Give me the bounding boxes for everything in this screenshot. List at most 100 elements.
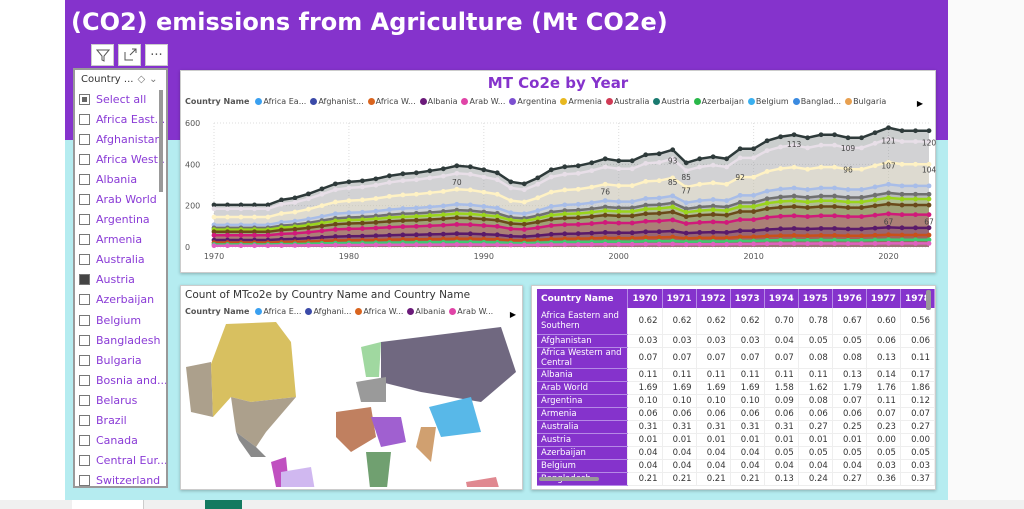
filled-map[interactable] <box>181 322 524 487</box>
legend-item[interactable]: Arab W... <box>449 307 493 316</box>
legend-item[interactable]: Africa W... <box>367 97 416 106</box>
page-tab-active[interactable] <box>205 500 242 509</box>
column-header[interactable]: 1971 <box>662 289 697 308</box>
table-cell: 0.10 <box>662 394 697 408</box>
slicer-scrollbar[interactable] <box>159 90 163 192</box>
checkbox[interactable] <box>79 334 90 346</box>
data-point <box>886 181 891 187</box>
data-point <box>751 209 757 214</box>
slicer-item[interactable]: Central Eur... <box>75 451 166 471</box>
checkbox[interactable] <box>79 173 90 185</box>
slicer-item[interactable]: Arab World <box>75 189 166 209</box>
column-header[interactable]: 1976 <box>832 289 867 308</box>
checkbox[interactable] <box>79 374 90 386</box>
table-vertical-scrollbar[interactable] <box>926 290 931 310</box>
checkbox[interactable] <box>79 214 90 226</box>
focus-mode-icon[interactable] <box>118 44 141 66</box>
column-header[interactable]: 1975 <box>798 289 833 308</box>
data-point <box>872 212 878 218</box>
checkbox[interactable] <box>79 93 90 105</box>
checkbox[interactable] <box>79 314 90 326</box>
checkbox[interactable] <box>79 254 90 266</box>
slicer-item[interactable]: Bangladesh <box>75 330 166 350</box>
data-point <box>373 242 379 248</box>
filter-icon[interactable] <box>91 44 114 66</box>
slicer-item[interactable]: Select all <box>75 89 166 109</box>
data-point <box>454 170 460 176</box>
data-point <box>481 189 487 195</box>
column-header[interactable]: 1973 <box>730 289 765 308</box>
chevron-down-icon[interactable]: ⌄ <box>149 74 158 85</box>
slicer-item[interactable]: Armenia <box>75 230 166 250</box>
legend-next-arrow[interactable]: ▶ <box>916 99 923 108</box>
legend-item[interactable]: Afghanist... <box>310 97 364 106</box>
slicer-item[interactable]: Austria <box>75 270 166 290</box>
column-header[interactable]: Country Name <box>537 289 629 308</box>
slicer-item[interactable]: Africa East... <box>75 109 166 129</box>
checkbox[interactable] <box>79 194 90 206</box>
checkbox[interactable] <box>79 475 90 486</box>
legend-item[interactable]: Africa E... <box>255 307 301 316</box>
checkbox[interactable] <box>79 415 90 427</box>
legend-item[interactable]: Argentina <box>509 97 556 106</box>
slicer-item[interactable]: Canada <box>75 431 166 451</box>
column-header[interactable]: 1977 <box>866 289 901 308</box>
legend-marker-icon <box>845 98 853 105</box>
legend-item[interactable]: Banglad... <box>792 97 841 106</box>
legend-item[interactable]: Afghani... <box>305 307 351 316</box>
checkbox[interactable] <box>79 274 90 286</box>
data-point <box>535 225 541 231</box>
checkbox[interactable] <box>79 394 90 406</box>
table-cell: 0.04 <box>764 334 799 348</box>
checkbox[interactable] <box>79 133 90 145</box>
column-header[interactable]: 1972 <box>696 289 731 308</box>
legend-item[interactable]: Albania <box>407 307 445 316</box>
data-point <box>440 166 446 172</box>
slicer-item[interactable]: Switzerland <box>75 471 166 486</box>
slicer-item[interactable]: Afghanistan <box>75 129 166 149</box>
legend-item[interactable]: Australia <box>605 97 649 106</box>
slicer-item[interactable]: Australia <box>75 250 166 270</box>
checkbox[interactable] <box>79 234 90 246</box>
slicer-item[interactable]: Brazil <box>75 411 166 431</box>
legend-item[interactable]: Arab W... <box>461 97 505 106</box>
table-horizontal-scrollbar[interactable] <box>539 477 599 481</box>
checkbox[interactable] <box>79 455 90 467</box>
legend-item[interactable]: Azerbaijan <box>693 97 744 106</box>
table-cell: 0.11 <box>696 368 731 382</box>
map-legend-next-arrow[interactable]: ▶ <box>509 310 516 319</box>
legend-item[interactable]: Belgium <box>747 97 789 106</box>
legend-item[interactable]: Albania <box>419 97 457 106</box>
slicer-item[interactable]: Africa West... <box>75 149 166 169</box>
checkbox[interactable] <box>79 294 90 306</box>
legend-marker-icon <box>792 98 800 105</box>
data-point <box>832 237 837 243</box>
checkbox[interactable] <box>79 113 90 125</box>
column-header[interactable]: 1974 <box>764 289 799 308</box>
checkbox[interactable] <box>79 435 90 447</box>
slicer-item[interactable]: Bosnia and... <box>75 370 166 390</box>
more-options-button[interactable]: ··· <box>145 44 168 66</box>
slicer-item[interactable]: Belgium <box>75 310 166 330</box>
eraser-icon[interactable]: ◇ <box>137 74 146 85</box>
checkbox[interactable] <box>79 153 90 165</box>
page-tab[interactable] <box>72 500 144 509</box>
legend-item[interactable]: Armenia <box>560 97 602 106</box>
legend-item[interactable]: Bulgaria <box>845 97 886 106</box>
slicer-item[interactable]: Azerbaijan <box>75 290 166 310</box>
row-header: Afghanistan <box>537 334 629 348</box>
slicer-item[interactable]: Argentina <box>75 210 166 230</box>
legend-item[interactable]: Africa W... <box>355 307 403 316</box>
slicer-item[interactable]: Bulgaria <box>75 350 166 370</box>
checkbox[interactable] <box>79 354 90 366</box>
legend-item[interactable]: Africa Ea... <box>255 97 306 106</box>
data-point <box>710 241 716 247</box>
data-point <box>359 217 365 223</box>
slicer-item[interactable]: Belarus <box>75 390 166 410</box>
legend-item[interactable]: Austria <box>653 97 690 106</box>
data-point <box>386 207 392 212</box>
slicer-item[interactable]: Albania <box>75 169 166 189</box>
column-header[interactable]: 1970 <box>627 289 663 308</box>
legend-marker-icon <box>367 98 375 105</box>
table-cell: 0.11 <box>627 368 663 382</box>
